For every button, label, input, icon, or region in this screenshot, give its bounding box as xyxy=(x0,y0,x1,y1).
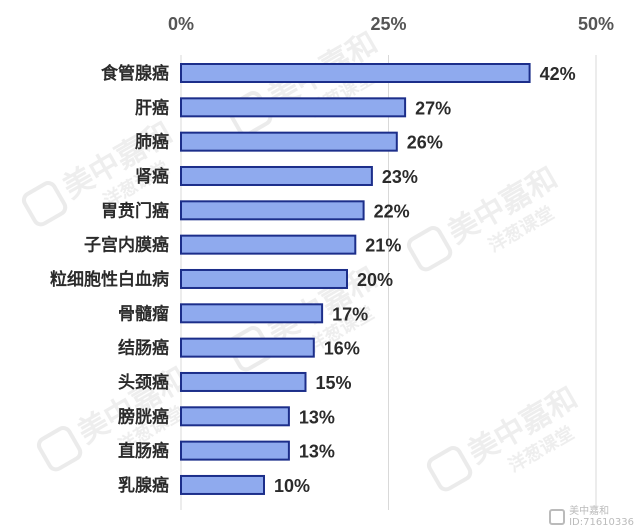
value-label: 13% xyxy=(299,407,335,427)
value-label: 13% xyxy=(299,442,335,462)
value-label: 26% xyxy=(407,133,443,153)
category-label: 骨髓瘤 xyxy=(118,303,169,324)
category-label: 结肠癌 xyxy=(118,338,169,359)
value-label: 16% xyxy=(324,339,360,359)
badge-line1: 美中嘉和 xyxy=(569,506,610,517)
bar xyxy=(180,474,265,495)
watermark-logo-icon xyxy=(426,446,473,492)
category-label: 肝癌 xyxy=(135,97,169,118)
category-label: 肾癌 xyxy=(135,166,169,187)
category-label: 乳腺癌 xyxy=(118,475,169,496)
bar xyxy=(180,371,307,392)
watermark-logo-icon xyxy=(21,181,68,227)
value-label: 27% xyxy=(415,98,451,118)
value-label: 22% xyxy=(374,201,410,221)
x-axis-ticks: 0% 25% 50% xyxy=(168,14,614,34)
category-label: 粒细胞性白血病 xyxy=(50,269,169,290)
value-label: 15% xyxy=(316,373,352,393)
corner-badge: 美中嘉和 ID:71610336 xyxy=(549,506,634,528)
bar xyxy=(180,97,407,118)
value-label: 20% xyxy=(357,270,393,290)
category-label: 肺癌 xyxy=(135,132,169,153)
category-label: 直肠癌 xyxy=(118,441,169,462)
bar xyxy=(180,165,373,186)
badge-line2: ID:71610336 xyxy=(569,517,634,528)
badge-logo-icon xyxy=(549,509,566,525)
value-label: 17% xyxy=(332,304,368,324)
bar xyxy=(180,406,290,427)
value-labels: 42% 27% 26% 23% 22% 21% 20% 17% 16% 15% 13% 13% 10% xyxy=(274,64,576,496)
bar xyxy=(180,131,398,152)
value-label: 23% xyxy=(382,167,418,187)
bar xyxy=(180,63,531,83)
bar xyxy=(180,200,365,221)
watermark-logo-icon xyxy=(36,426,83,472)
bar xyxy=(180,303,324,324)
value-label: 21% xyxy=(365,236,401,256)
category-label: 食管腺癌 xyxy=(101,63,169,84)
x-tick-label: 50% xyxy=(578,14,614,34)
category-label: 膀胱癌 xyxy=(118,406,169,427)
bar xyxy=(180,234,357,255)
x-tick-label: 25% xyxy=(370,14,406,34)
category-label: 头颈癌 xyxy=(118,372,169,393)
bar xyxy=(180,337,315,358)
category-label: 子宫内膜癌 xyxy=(84,235,169,256)
watermark-logo-icon xyxy=(406,226,453,272)
bar xyxy=(180,440,290,461)
value-label: 10% xyxy=(274,476,310,496)
x-tick-label: 0% xyxy=(168,14,194,34)
bar xyxy=(180,268,348,289)
bars xyxy=(180,63,531,495)
value-label: 42% xyxy=(540,64,576,84)
category-label: 胃贲门癌 xyxy=(101,200,169,221)
category-labels: 食管腺癌肝癌肺癌肾癌胃贲门癌子宫内膜癌粒细胞性白血病骨髓瘤结肠癌头颈癌膀胱癌直肠… xyxy=(50,63,169,496)
